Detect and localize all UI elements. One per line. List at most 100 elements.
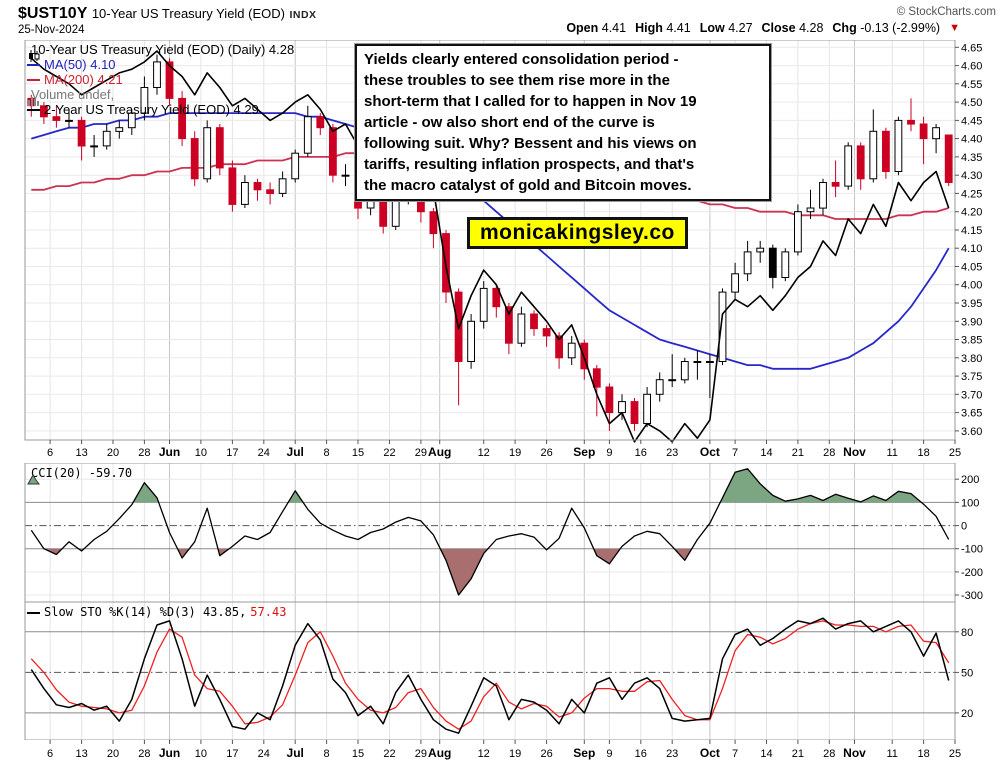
svg-text:19: 19 [509,748,521,760]
chart-title: $UST10Y 10-Year US Treasury Yield (EOD) … [18,5,317,36]
svg-text:9: 9 [606,748,612,760]
svg-text:Jul: Jul [287,746,304,760]
svg-text:6: 6 [47,447,53,459]
svg-text:24: 24 [258,447,270,459]
svg-text:3.80: 3.80 [961,353,982,365]
cci-label: CCI(20) -59.70 [31,466,133,480]
ma200-label: MA(200) 4.21 [44,72,123,87]
sto-label-k: Slow STO %K(14) %D(3) 43.85, [44,605,247,619]
2yr-series-label: 2-Year US Treasury Yield (EOD) 4.29 [44,102,259,117]
svg-text:10: 10 [195,748,207,760]
svg-text:4.10: 4.10 [961,243,982,255]
svg-text:25: 25 [949,748,961,760]
svg-text:15: 15 [352,748,364,760]
svg-text:0: 0 [961,521,967,533]
chart-date: 25-Nov-2024 [18,24,85,36]
svg-text:11: 11 [886,748,897,760]
svg-text:14: 14 [760,447,772,459]
svg-text:Oct: Oct [700,445,720,459]
sto-legend: Slow STO %K(14) %D(3) 43.85, 57.43 [27,605,286,620]
svg-text:3.60: 3.60 [961,426,982,438]
quote-bar: Open 4.41 High 4.41 Low 4.27 Close 4.28 … [566,21,960,35]
svg-text:28: 28 [823,447,835,459]
chg-value: -0.13 (-2.99%) [860,21,941,35]
svg-text:24: 24 [258,748,270,760]
bottom-date-axis: 6 13 20 28 Jun 10 17 24 Jul 8 15 22 29 Aug 12 19 26 Sep 9 1… [47,740,961,760]
cci-indicator-panel[interactable]: 200 100 0 -100 -200 -300 [0,463,1004,602]
svg-text:17: 17 [226,447,238,459]
ma50-line-icon [27,63,40,66]
low-label: Low [699,21,725,35]
svg-text:Nov: Nov [843,746,866,760]
sto-line-icon [27,611,40,614]
chg-down-arrow-icon: ▼ [949,22,960,34]
svg-text:26: 26 [540,447,552,459]
svg-text:-300: -300 [961,590,983,602]
svg-text:28: 28 [823,748,835,760]
svg-text:-200: -200 [961,567,983,579]
svg-text:18: 18 [917,447,929,459]
svg-text:9: 9 [606,447,612,459]
svg-text:4.55: 4.55 [961,79,982,91]
svg-text:200: 200 [961,474,979,486]
svg-text:-100: -100 [961,544,983,556]
svg-text:15: 15 [352,447,364,459]
open-value: 4.41 [601,21,627,35]
svg-text:4.65: 4.65 [961,42,982,54]
svg-text:21: 21 [792,748,804,760]
svg-text:26: 26 [540,748,552,760]
svg-text:80: 80 [961,627,973,639]
svg-text:28: 28 [138,447,150,459]
svg-text:4.05: 4.05 [961,262,982,274]
svg-text:20: 20 [961,708,973,720]
close-label: Close [761,21,796,35]
svg-text:4.30: 4.30 [961,170,982,182]
svg-text:Aug: Aug [428,746,451,760]
svg-text:4.25: 4.25 [961,188,982,200]
svg-text:23: 23 [666,748,678,760]
cci-legend: CCI(20) -59.70 [27,466,133,484]
svg-text:4.20: 4.20 [961,207,982,219]
svg-text:22: 22 [383,447,395,459]
svg-text:18: 18 [917,748,929,760]
2yr-line-icon [27,108,40,111]
svg-text:3.90: 3.90 [961,316,982,328]
chg-label: Chg [832,21,857,35]
svg-text:Jul: Jul [287,445,304,459]
symbol-name: 10-Year US Treasury Yield (EOD) [91,6,285,21]
svg-text:6: 6 [47,748,53,760]
svg-text:13: 13 [75,748,87,760]
svg-text:19: 19 [509,447,521,459]
svg-text:4.50: 4.50 [961,97,982,109]
ma50-label: MA(50) 4.10 [44,57,116,72]
svg-text:12: 12 [478,748,490,760]
svg-text:4.45: 4.45 [961,115,982,127]
ticker-symbol: $UST10Y [18,5,88,22]
svg-text:Jun: Jun [159,746,180,760]
svg-text:100: 100 [961,497,979,509]
svg-text:3.85: 3.85 [961,335,982,347]
svg-text:4.00: 4.00 [961,280,982,292]
close-value: 4.28 [799,21,824,35]
svg-text:3.95: 3.95 [961,298,982,310]
svg-text:14: 14 [760,748,772,760]
svg-text:16: 16 [635,447,647,459]
svg-text:3.65: 3.65 [961,408,982,420]
svg-text:4.35: 4.35 [961,152,982,164]
svg-text:Oct: Oct [700,746,720,760]
volume-label: Volume undef, [31,87,115,102]
stochastic-indicator-panel[interactable]: 80 50 20 [0,602,1004,740]
open-label: Open [566,21,599,35]
svg-text:28: 28 [138,748,150,760]
svg-text:7: 7 [732,447,738,459]
svg-text:Sep: Sep [573,445,595,459]
svg-text:4.60: 4.60 [961,61,982,73]
analyst-annotation-box[interactable]: Yields clearly entered consolidation per… [354,43,772,202]
svg-text:29: 29 [415,748,427,760]
svg-text:4.15: 4.15 [961,225,982,237]
svg-text:12: 12 [478,447,490,459]
svg-text:8: 8 [324,748,330,760]
watermark-badge: monicakingsley.co [467,217,688,249]
svg-text:3.70: 3.70 [961,389,982,401]
